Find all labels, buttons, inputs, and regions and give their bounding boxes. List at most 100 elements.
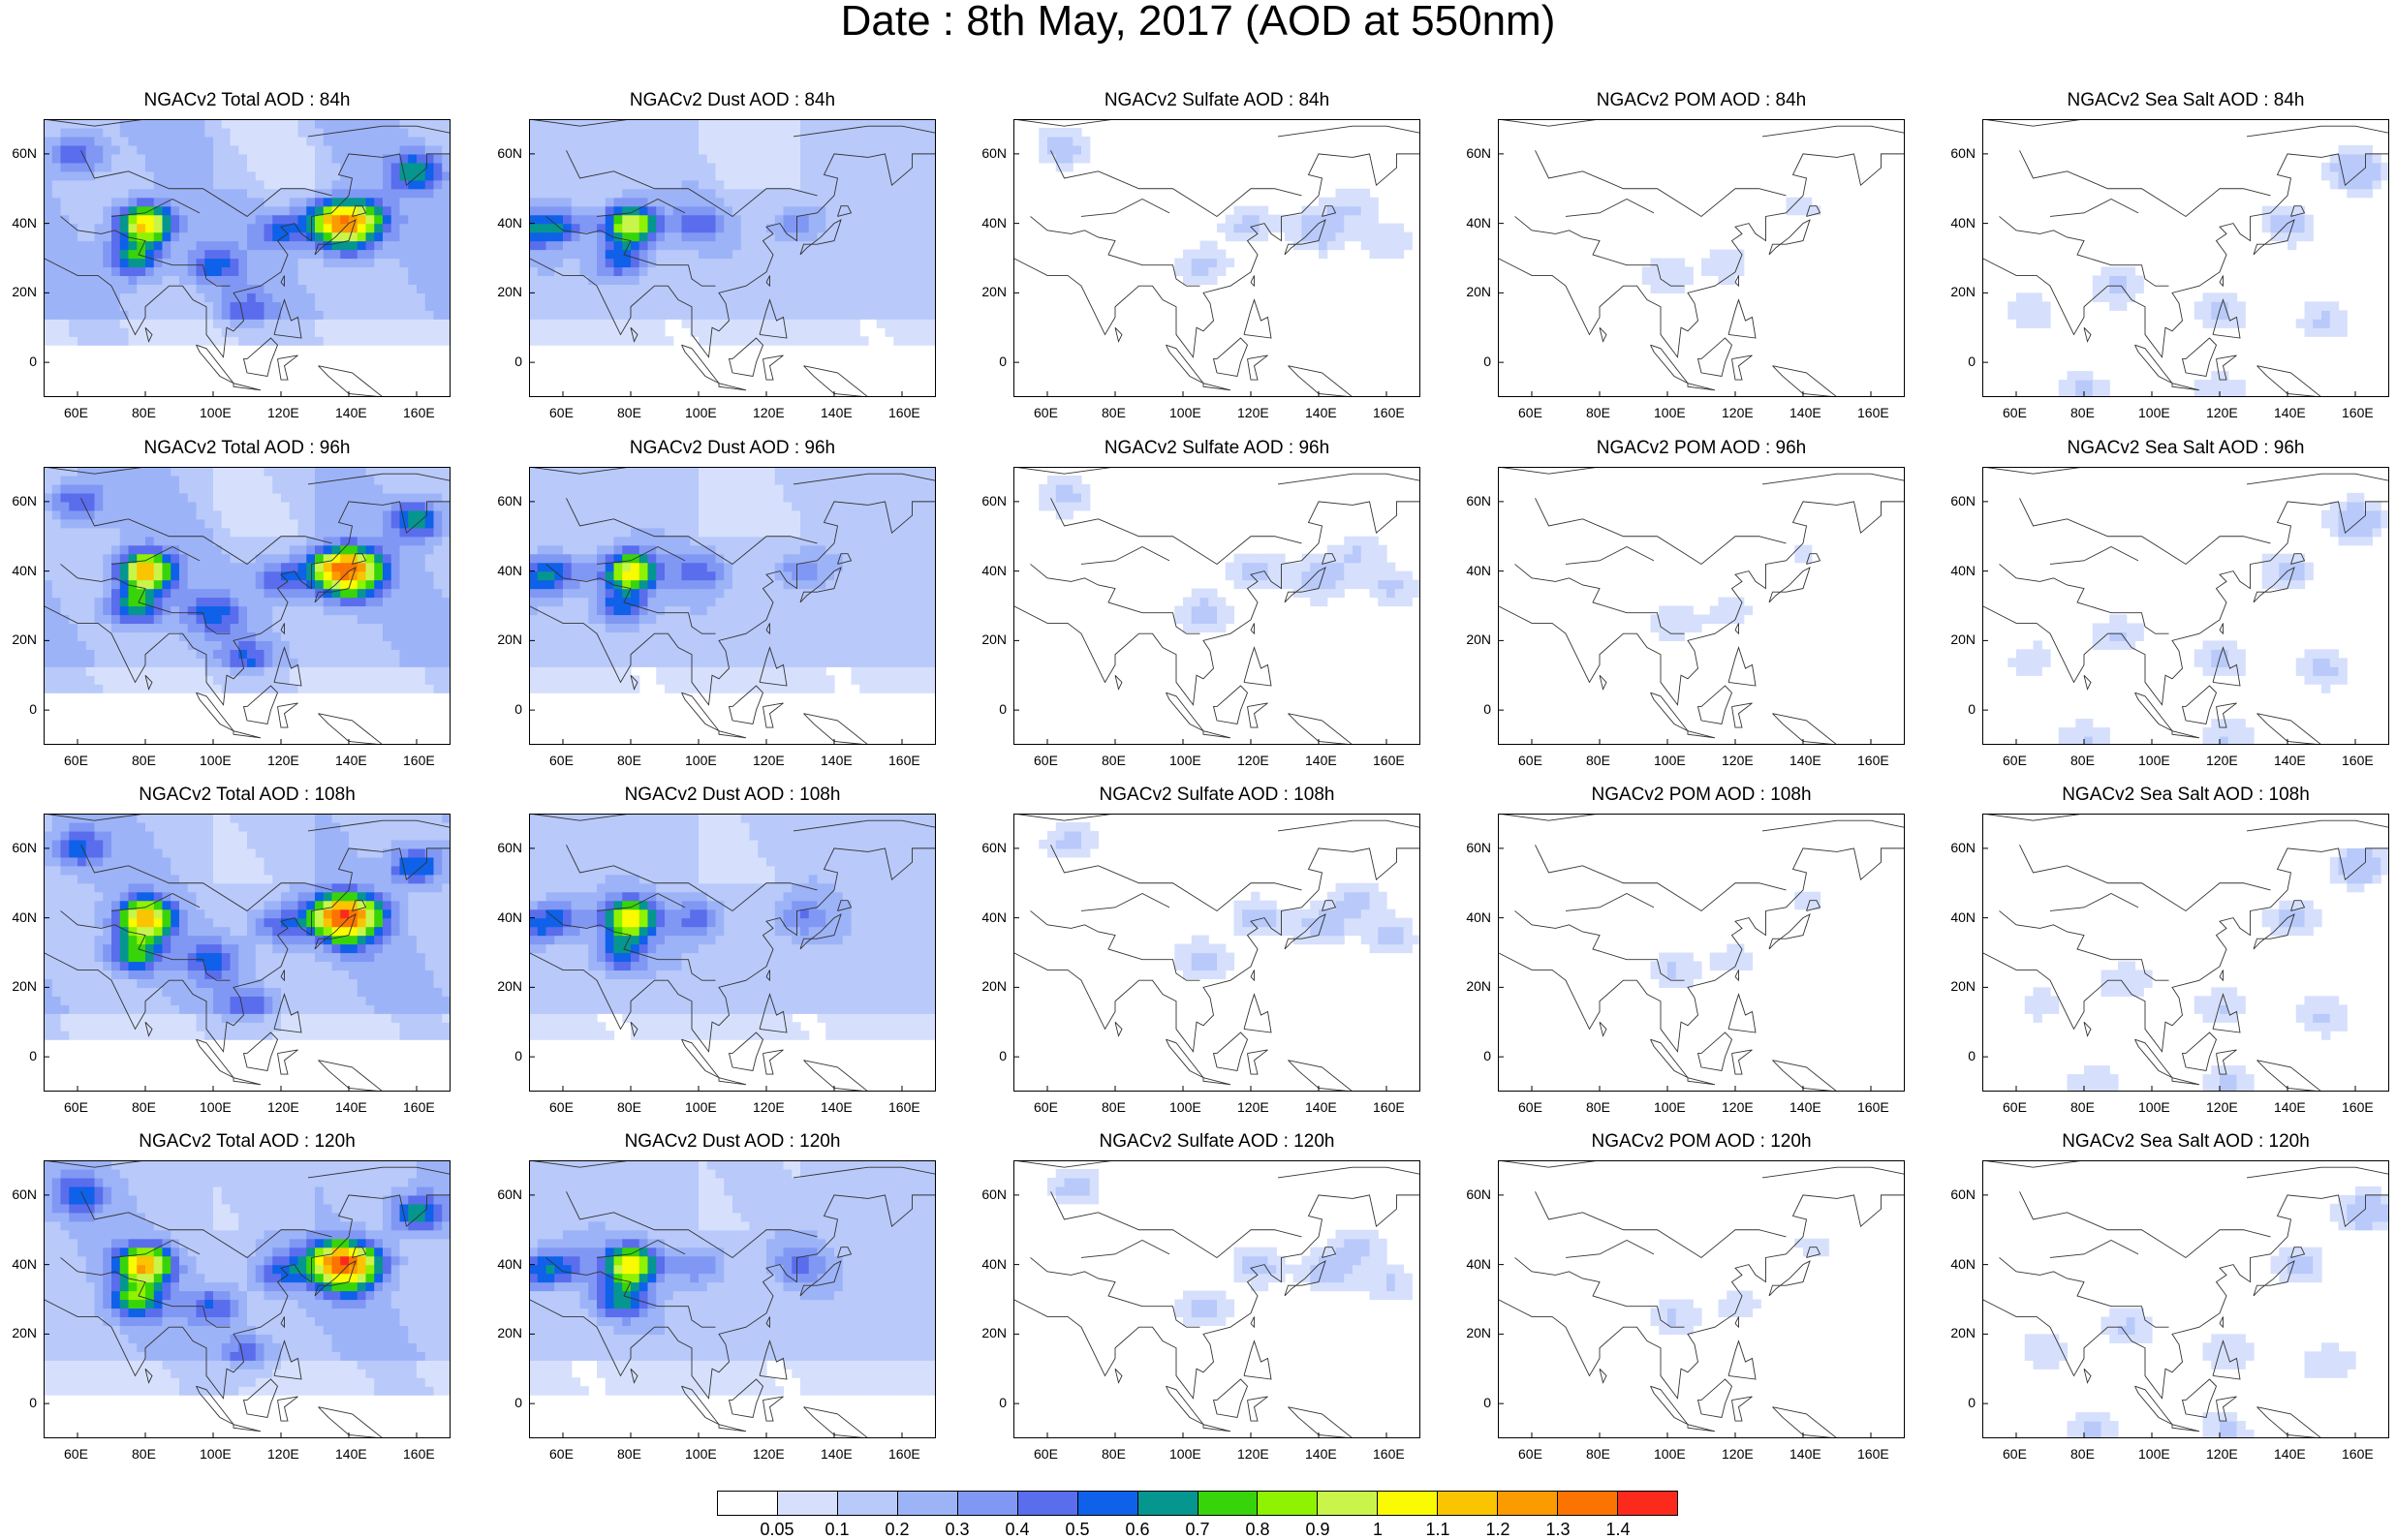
aod-cell [1336,189,1345,199]
aod-cell [622,180,631,190]
aod-cell [442,675,451,685]
aod-cell [154,119,163,129]
aod-cell [247,684,256,693]
aod-cell [800,198,809,207]
aod-cell [572,266,580,276]
aod-cell [120,589,129,599]
aod-cell [554,528,563,538]
aod-cell [391,675,400,685]
aod-cell [374,259,383,268]
aod-cell [298,250,307,260]
aod-cell [197,502,205,511]
aod-cell [213,614,222,624]
aod-cell [1370,224,1379,233]
aod-cell [716,614,725,624]
aod-cell [306,310,315,320]
aod-cell [111,623,120,632]
aod-cell [366,545,375,555]
aod-cell [366,571,375,581]
lon-tick-label: 140E [1789,405,1821,420]
aod-cell [349,327,358,337]
aod-cell [238,614,247,624]
aod-cell [197,510,205,520]
aod-cell [290,484,298,494]
aod-cell [852,145,860,155]
aod-cell [529,631,538,641]
aod-cell [893,224,902,233]
aod-cell [332,119,341,129]
aod-cell [442,145,451,155]
aod-cell [281,598,290,607]
aod-cell [44,232,52,242]
aod-cell [340,284,349,293]
lat-tick-label: 40N [497,215,522,231]
aod-cell [2321,327,2330,337]
aod-cell [264,484,273,494]
aod-cell [775,284,784,293]
aod-cell [707,145,716,155]
aod-cell [417,666,425,676]
aod-cell [741,163,750,172]
aod-cell [391,198,400,207]
aod-cell [538,301,546,311]
aod-cell [238,293,247,302]
aod-cell [648,493,657,503]
aod-cell [732,684,741,693]
aod-cell [120,198,129,207]
aod-cell [529,528,538,538]
aod-cell [563,675,572,685]
aod-cell [2109,293,2118,302]
aod-cell [673,275,682,285]
aod-cell [44,476,52,485]
aod-cell [188,606,197,616]
aod-cell [154,537,163,546]
aod-cell [597,623,606,632]
aod-cell [332,606,341,616]
aod-cell [893,180,902,190]
aod-cell [614,275,623,285]
aod-cell [281,666,290,676]
aod-cell [256,589,264,599]
aod-cell [349,510,358,520]
aod-cell [886,310,894,320]
aod-cell [256,250,264,260]
aod-cell [95,598,104,607]
aod-cell [852,163,860,172]
aod-cell [2271,224,2280,233]
aod-cell [750,232,759,242]
aod-cell [682,250,691,260]
aod-cell [306,301,315,311]
aod-cell [682,554,691,564]
aod-cell [408,606,417,616]
aod-cell [324,128,332,138]
aod-cell [707,163,716,172]
aod-cell [349,119,358,129]
aod-cell [145,275,154,285]
aod-cell [442,154,451,164]
aod-cell [699,215,707,225]
aod-cell [784,241,793,251]
aod-cell [358,658,366,667]
aod-cell [171,336,179,346]
aod-cell [538,189,546,199]
aod-cell [425,658,434,667]
aod-cell [572,640,580,650]
aod-cell [213,675,222,685]
aod-cell [290,284,298,293]
aod-cell [129,571,138,581]
aod-cell [442,319,451,328]
aod-cell [204,224,213,233]
aod-cell [852,189,860,199]
aod-cell [120,528,129,538]
aod-cell [103,684,111,693]
aod-cell [340,336,349,346]
aod-cell [732,476,741,485]
aod-cell [281,589,290,599]
aod-cell [78,250,86,260]
aod-cell [324,519,332,529]
aod-cell [256,598,264,607]
aod-cell [665,163,673,172]
aod-cell [868,259,877,268]
aod-cell [349,137,358,146]
aod-cell [163,589,171,599]
